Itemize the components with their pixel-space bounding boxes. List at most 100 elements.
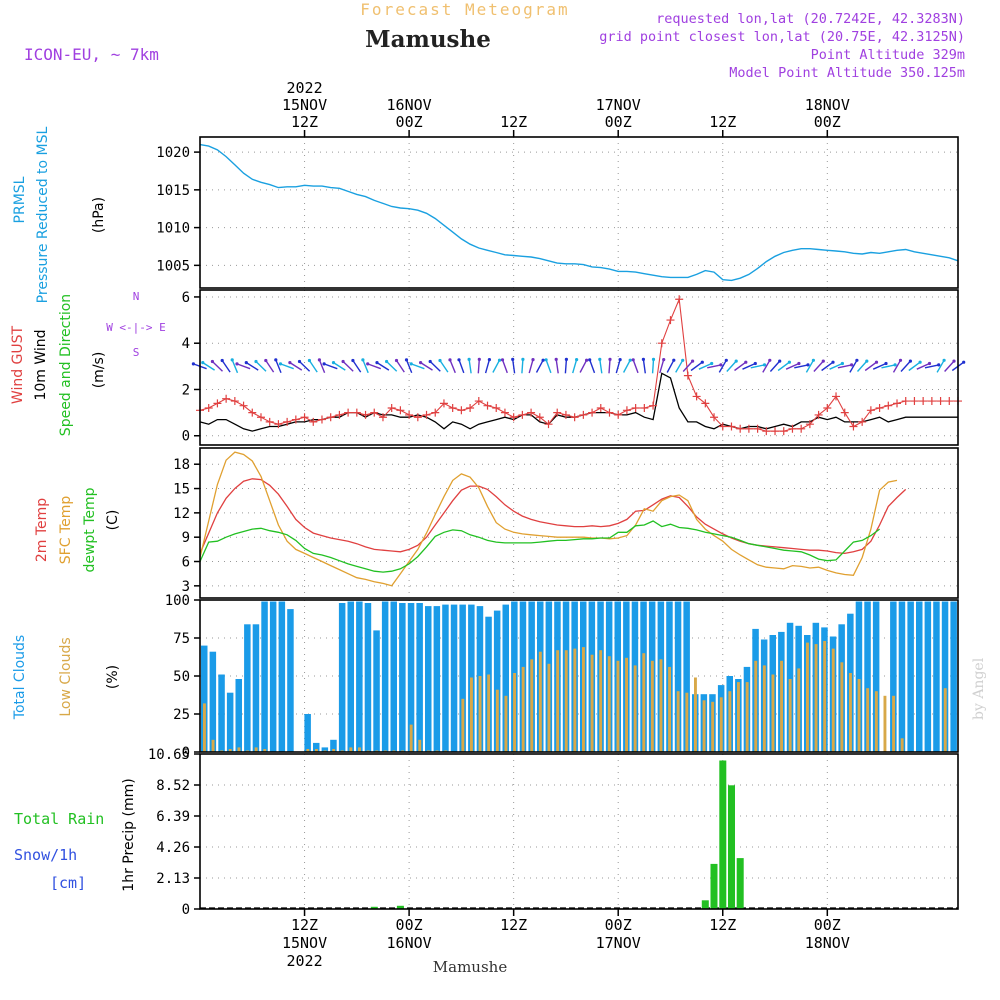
low-cloud-bar [521,666,525,752]
wind-direction-arrow [333,362,346,371]
gust-point [666,316,675,325]
wind-direction-arrow [376,362,390,371]
low-cloud-bar [943,688,947,752]
precip-ytick-label: 10.65 [148,747,190,763]
wind-arrow-head [322,362,326,366]
precip-ylabel-unit: 1hr Precip (mm) [121,778,137,891]
total-cloud-bar [218,674,225,752]
low-cloud-bar [754,660,758,752]
total-cloud-bar [244,624,251,752]
low-cloud-bar [409,724,413,752]
gust-point [474,397,483,406]
gust-point [893,399,902,408]
total-cloud-bar [916,601,923,752]
grid-point-coords: grid point closest lon,lat (20.75E, 42.3… [599,29,965,45]
wind-arrow-head [787,360,792,364]
wind-direction-arrow [342,360,354,372]
wind-arrow-head [487,358,491,362]
wind-arrow-head [962,360,966,364]
low-cloud-bar [599,650,603,752]
gust-point [614,410,623,419]
low-cloud-bar [418,739,422,752]
gust-point [439,399,448,408]
wind-direction-arrow [352,360,362,373]
wind-arrow-head [457,358,461,362]
wind-arrow-head [797,361,801,366]
low-cloud-bar [831,648,835,752]
wind-arrow-head [588,358,592,362]
wind-direction-arrow [750,364,765,369]
low-cloud-bar [349,747,353,752]
wind-arrow-head [724,358,728,362]
wind-arrow-head [448,358,452,362]
pressure-ylabel-short: PRMSL [12,176,28,223]
wind-direction-arrow [395,360,405,373]
precip-bar [736,858,744,909]
wind-arrow-head [927,361,932,366]
compass-west-east: W <-|-> E [106,321,166,334]
low-cloud-bar [857,679,861,752]
wind-arrow-head [778,359,782,363]
gust-point [492,403,501,412]
low-cloud-bar [806,642,809,752]
wind-direction-arrow [659,359,665,374]
wind-direction-arrow [666,359,675,373]
gust-point [927,397,936,406]
wind-direction-arrow [769,360,781,372]
credit-label: by Angel [971,657,987,720]
gust-point [762,427,771,436]
gust-point [579,410,588,419]
low-cloud-bar [564,650,568,752]
gust-point [509,413,518,422]
top-time-label: 18NOV [805,96,850,114]
wind-direction-arrow [308,360,318,373]
wind-arrow-head [710,361,714,366]
gust-point [535,413,544,422]
wind-arrow-head [893,363,897,367]
wind-direction-arrow [410,363,425,370]
gust-point [518,410,527,419]
wind-arrow-head [753,361,757,366]
wind-direction-arrow [468,359,472,374]
precip-ytick-label: 6.39 [156,809,190,825]
gust-point [884,401,893,410]
total-cloud-bar [416,603,423,752]
clouds-ytick-label: 25 [173,707,190,723]
temp-ytick-label: 12 [173,506,190,522]
precip-ytick-label: 8.52 [156,778,190,794]
wind-direction-arrow [900,360,911,372]
pressure-line [199,143,959,282]
wind-arrow-head [937,363,941,367]
total-cloud-bar [261,601,268,752]
temp-panel: 3 6 9 12 15 18 [173,447,959,599]
wind-direction-arrow [265,360,275,373]
clouds-frame [199,599,959,753]
bottom-time-label: 12Z [709,916,736,934]
low-cloud-bar [470,677,473,752]
wind-arrow-head [641,357,646,361]
wind-arrow-head [331,361,336,365]
bottom-time-label: 00Z [605,916,632,934]
gust-point [283,417,292,426]
gust-point [256,413,265,422]
wind-direction-arrow [944,360,955,372]
total-cloud-bar [674,601,682,752]
wind-direction-arrow [829,362,843,370]
low-cloud-bar [668,666,671,752]
wind-direction-arrow [794,364,809,369]
low-cloud-bar [461,698,465,752]
wind-arrow-head [511,357,515,361]
wind-direction-arrow [484,359,491,374]
wind-direction-arrow [856,360,868,372]
wind-arrow-head [719,363,723,367]
wind-direction-arrow [367,363,382,370]
low-cloud-bar [642,653,646,752]
low-cloud-bar [504,695,508,752]
gust-point [300,413,309,422]
gust-point [396,406,405,415]
wind-direction-arrow [528,359,534,374]
total-cloud-bar [347,601,354,752]
pressure-ytick-label: 1015 [156,183,190,199]
wind-direction-arrow [682,360,694,372]
